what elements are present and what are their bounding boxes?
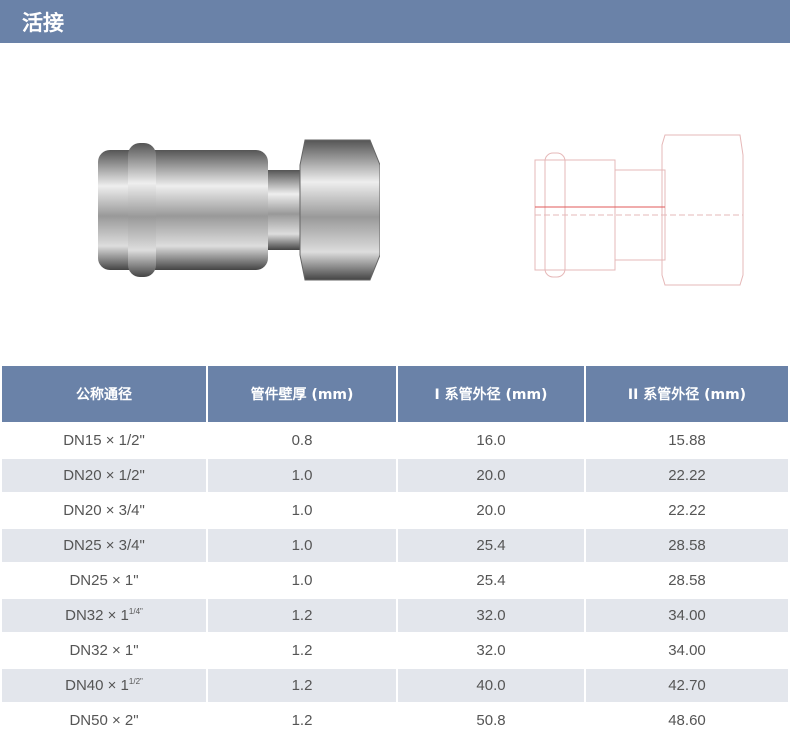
cell-wall-thickness: 1.0 [208,459,396,494]
cell-series-1-od: 20.0 [398,494,584,529]
cell-series-1-od: 40.0 [398,669,584,704]
cell-series-2-od: 34.00 [586,599,788,634]
cell-wall-thickness: 1.2 [208,599,396,634]
table-row: DN40 × 11/2" 1.2 40.0 42.70 [2,669,788,704]
size-fraction: 1/2" [128,677,143,686]
table-row: DN50 × 2" 1.2 50.8 48.60 [2,704,788,739]
table-row: DN20 × 1/2" 1.0 20.0 22.22 [2,459,788,494]
header-nominal-diameter: 公称通径 [2,366,206,424]
size-text: DN20 × 3/4" [63,502,145,519]
cell-nominal-diameter: DN25 × 1" [2,564,206,599]
cell-series-2-od: 42.70 [586,669,788,704]
size-text: DN15 × 1/2" [63,432,145,449]
cell-series-1-od: 32.0 [398,599,584,634]
spec-table: 公称通径 管件壁厚 (mm) I 系管外径 (mm) II 系管外径 (mm) … [0,366,790,739]
cell-wall-thickness: 1.2 [208,704,396,739]
cell-nominal-diameter: DN15 × 1/2" [2,424,206,459]
cell-wall-thickness: 1.2 [208,669,396,704]
technical-drawing [534,134,744,286]
size-text: DN50 × 2" [69,712,139,729]
table-row: DN25 × 1" 1.0 25.4 28.58 [2,564,788,599]
table-row: DN15 × 1/2" 0.8 16.0 15.88 [2,424,788,459]
cell-wall-thickness: 1.0 [208,494,396,529]
cell-series-2-od: 22.22 [586,459,788,494]
product-photo [98,139,380,281]
cell-series-1-od: 25.4 [398,529,584,564]
cell-series-1-od: 16.0 [398,424,584,459]
cell-wall-thickness: 1.0 [208,529,396,564]
cell-series-1-od: 50.8 [398,704,584,739]
header-wall-thickness: 管件壁厚 (mm) [208,366,396,424]
table-row: DN32 × 11/4" 1.2 32.0 34.00 [2,599,788,634]
size-text: DN32 × 1 [65,607,129,624]
header-series-1-od: I 系管外径 (mm) [398,366,584,424]
cell-series-1-od: 25.4 [398,564,584,599]
page-title: 活接 [22,11,64,35]
cell-wall-thickness: 1.0 [208,564,396,599]
cell-series-2-od: 22.22 [586,494,788,529]
cell-series-2-od: 15.88 [586,424,788,459]
size-text: DN32 × 1" [69,642,139,659]
cell-series-2-od: 28.58 [586,529,788,564]
size-text: DN20 × 1/2" [63,467,145,484]
table-row: DN32 × 1" 1.2 32.0 34.00 [2,634,788,669]
cell-nominal-diameter: DN32 × 11/4" [2,599,206,634]
size-text: DN40 × 1 [65,677,129,694]
cell-series-1-od: 20.0 [398,459,584,494]
cell-series-2-od: 28.58 [586,564,788,599]
table-header-row: 公称通径 管件壁厚 (mm) I 系管外径 (mm) II 系管外径 (mm) [2,366,788,424]
size-text: DN25 × 3/4" [63,537,145,554]
size-text: DN25 × 1" [69,572,139,589]
title-bar: 活接 [0,0,790,43]
cell-nominal-diameter: DN25 × 3/4" [2,529,206,564]
cell-series-1-od: 32.0 [398,634,584,669]
cell-wall-thickness: 0.8 [208,424,396,459]
cell-series-2-od: 48.60 [586,704,788,739]
cell-series-2-od: 34.00 [586,634,788,669]
size-fraction: 1/4" [128,607,143,616]
header-series-2-od: II 系管外径 (mm) [586,366,788,424]
cell-nominal-diameter: DN20 × 3/4" [2,494,206,529]
cell-nominal-diameter: DN50 × 2" [2,704,206,739]
table-row: DN25 × 3/4" 1.0 25.4 28.58 [2,529,788,564]
cell-nominal-diameter: DN32 × 1" [2,634,206,669]
table-row: DN20 × 3/4" 1.0 20.0 22.22 [2,494,788,529]
cell-nominal-diameter: DN40 × 11/2" [2,669,206,704]
cell-nominal-diameter: DN20 × 1/2" [2,459,206,494]
cell-wall-thickness: 1.2 [208,634,396,669]
